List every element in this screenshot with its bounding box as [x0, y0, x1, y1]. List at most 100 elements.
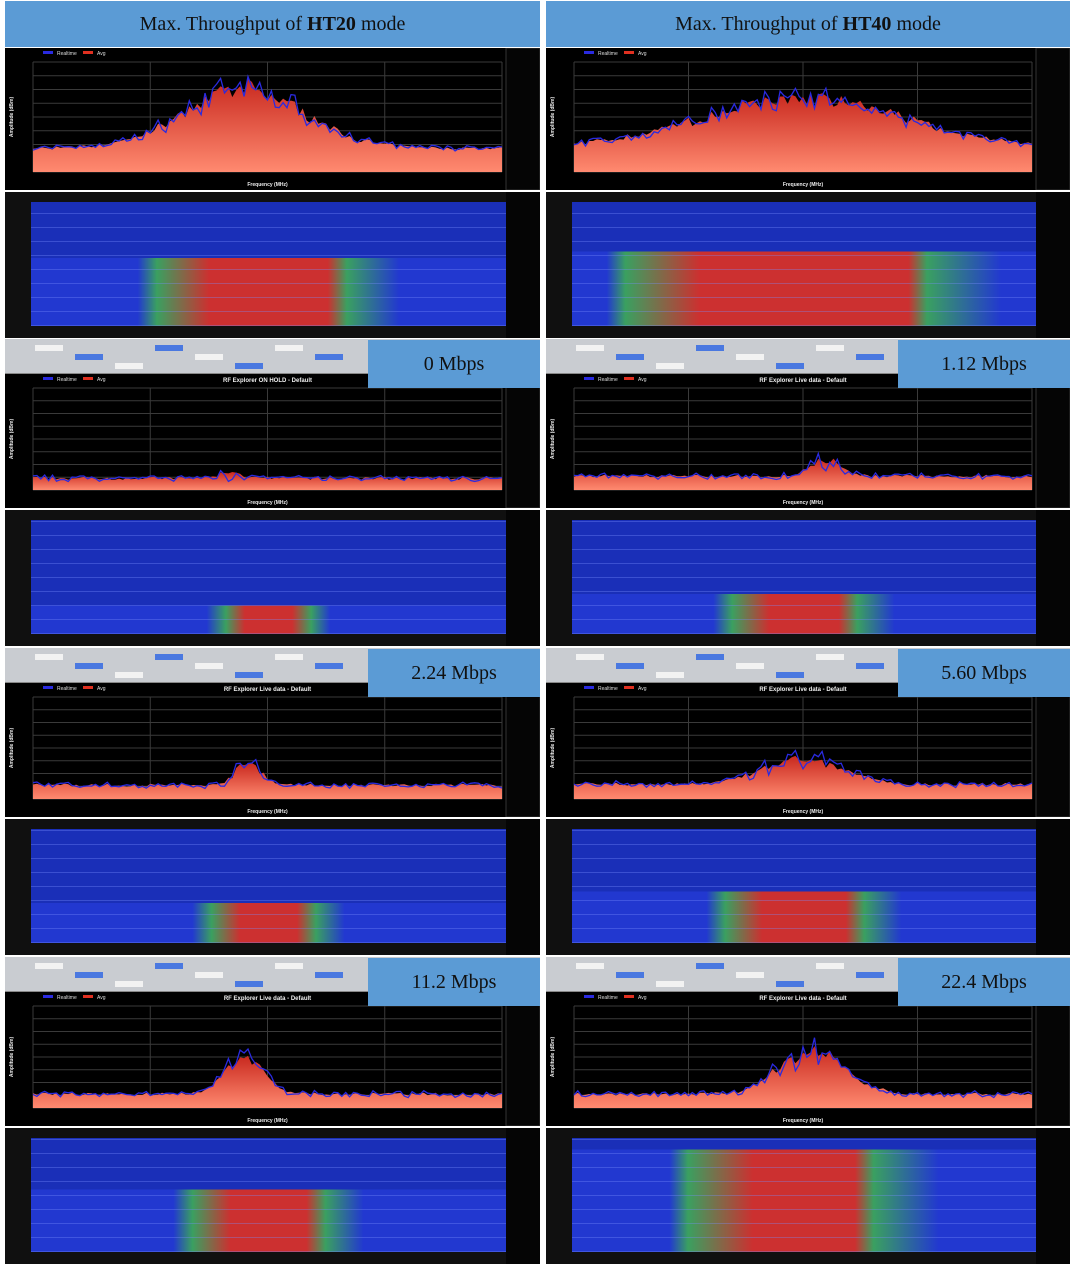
info-panel [1036, 510, 1070, 646]
info-panel [1036, 192, 1070, 338]
control-field [696, 963, 724, 969]
control-field [856, 354, 884, 360]
control-field [195, 354, 223, 360]
waterfall-view [546, 510, 1070, 646]
waterfall-view [546, 819, 1070, 955]
control-field [816, 654, 844, 660]
control-field [656, 363, 684, 369]
legend-label: Avg [97, 377, 106, 383]
y-axis-label: Amplitude (dBm) [550, 728, 556, 769]
info-panel [1036, 1128, 1070, 1264]
header-text: mode [356, 13, 405, 36]
legend-swatch [584, 686, 594, 689]
control-field [275, 654, 303, 660]
control-field [776, 363, 804, 369]
y-axis-label: Amplitude (dBm) [9, 419, 15, 460]
control-field [155, 654, 183, 660]
x-axis-label: Frequency (MHz) [247, 1118, 288, 1124]
x-axis-label: Frequency (MHz) [247, 809, 288, 815]
info-panel [506, 992, 540, 1126]
header-text: HT40 [843, 13, 892, 36]
legend-swatch [43, 995, 53, 998]
throughput-label: 1.12 Mbps [898, 340, 1070, 388]
legend-label: Avg [97, 995, 106, 1001]
throughput-label: 0 Mbps [368, 340, 540, 388]
waterfall [31, 520, 506, 634]
plot-title: RF Explorer Live data - Default [759, 378, 846, 384]
legend-swatch [584, 377, 594, 380]
legend-label: Avg [97, 51, 106, 57]
info-panel [506, 819, 540, 955]
legend-label: Avg [638, 686, 647, 692]
control-field [115, 981, 143, 987]
throughput-label: 22.4 Mbps [898, 958, 1070, 1006]
waterfall-view [5, 1128, 540, 1264]
control-field [776, 672, 804, 678]
legend-label: Avg [638, 377, 647, 383]
info-panel [1036, 374, 1070, 508]
info-panel [506, 48, 540, 190]
info-panel [1036, 683, 1070, 817]
control-field [315, 663, 343, 669]
throughput-label: 2.24 Mbps [368, 649, 540, 697]
y-axis-label: Amplitude (dBm) [550, 1037, 556, 1078]
control-field [275, 345, 303, 351]
legend-swatch [584, 995, 594, 998]
control-field [816, 345, 844, 351]
legend-swatch [83, 377, 93, 380]
control-field [656, 672, 684, 678]
control-field [736, 354, 764, 360]
control-field [275, 963, 303, 969]
spectrum-plot: RealtimeAvgRF Explorer Live data - Defau… [546, 683, 1070, 817]
waterfall [572, 1138, 1036, 1252]
column-header: Max. Throughput of HT40 mode [546, 1, 1070, 47]
spectrum-view: RealtimeAvgRF Explorer Live data - Defau… [546, 992, 1070, 1126]
control-field [195, 663, 223, 669]
control-field [576, 345, 604, 351]
legend-swatch [624, 995, 634, 998]
control-field [35, 963, 63, 969]
waterfall [31, 202, 506, 326]
waterfall-view [546, 1128, 1070, 1264]
control-field [115, 363, 143, 369]
control-field [816, 963, 844, 969]
info-panel [1036, 48, 1070, 190]
header-text: Max. Throughput of [675, 13, 842, 36]
info-panel [506, 1128, 540, 1264]
legend-swatch [83, 686, 93, 689]
waterfall [572, 829, 1036, 943]
spectrum-plot: RealtimeAvgRF Explorer ON HOLD - Default… [5, 374, 540, 508]
plot-title: RF Explorer Live data - Default [224, 687, 311, 693]
info-panel [506, 510, 540, 646]
spectrum-view: RealtimeAvgRF Explorer ON HOLD - Default… [5, 374, 540, 508]
x-axis-label: Frequency (MHz) [783, 182, 824, 188]
legend-swatch [624, 686, 634, 689]
control-field [155, 963, 183, 969]
waterfall [31, 1138, 506, 1252]
avg-trace [574, 756, 1032, 799]
control-field [576, 963, 604, 969]
legend-label: Realtime [598, 995, 618, 1001]
legend-swatch [624, 377, 634, 380]
control-field [736, 972, 764, 978]
y-axis-label: Amplitude (dBm) [9, 97, 15, 138]
legend-swatch [83, 51, 93, 54]
throughput-label: 5.60 Mbps [898, 649, 1070, 697]
plot-title: RF Explorer Live data - Default [224, 996, 311, 1002]
legend-swatch [43, 686, 53, 689]
legend-swatch [624, 51, 634, 54]
legend-swatch [584, 51, 594, 54]
plot-title: RF Explorer ON HOLD - Default [223, 378, 312, 384]
control-field [616, 354, 644, 360]
waterfall [572, 520, 1036, 634]
control-field [856, 663, 884, 669]
column-header: Max. Throughput of HT20 mode [5, 1, 540, 47]
control-field [75, 663, 103, 669]
